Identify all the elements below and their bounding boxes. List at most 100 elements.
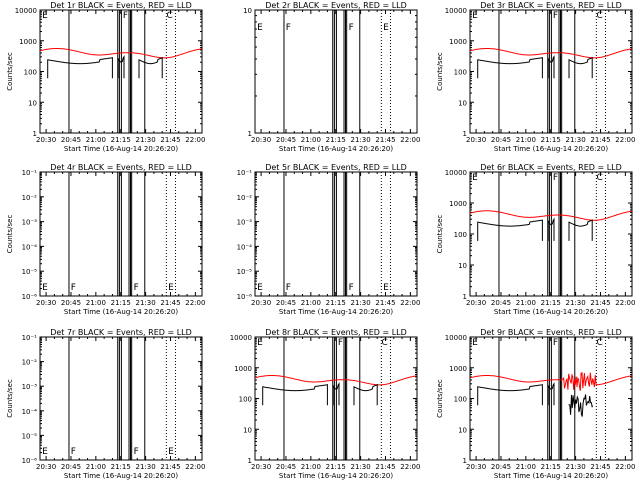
events-series-line [262,382,378,406]
x-tick-label: 21:00 [516,299,536,307]
x-tick-label: 21:45 [375,463,395,471]
x-tick-label: 22:00 [185,463,205,471]
x-tick-label: 20:45 [61,463,81,471]
panel-det-7: Det 7r BLACK = Events, RED = LLD 10⁻⁶ 10⁻⁵… [6,328,205,480]
panel-det-8: Det 8r BLACK = Events, RED = LLD 1 10 100 10… [230,328,421,480]
y-tick-label: 1 [463,457,467,465]
x-axis-label: Start Time (16-Aug-14 20:26:20) [279,308,393,316]
region-letter-f: F [553,173,558,183]
x-tick-label: 21:45 [590,463,610,471]
panel-det-4: Det 4r BLACK = Events, RED = LLD 10⁻⁶ 10⁻⁵… [6,163,205,316]
events-series-line [477,217,593,241]
x-axis-label: Start Time (16-Aug-14 20:26:20) [64,145,178,153]
region-letter-e: E [168,447,174,457]
x-axis-label: Start Time (16-Aug-14 20:26:20) [64,308,178,316]
y-tick-label: 10000 [230,334,252,342]
x-tick-label: 21:15 [326,299,346,307]
x-tick-label: 21:45 [375,136,395,144]
region-letter-c: C [167,11,173,21]
events-series-line [47,55,163,79]
x-tick-label: 21:30 [136,463,156,471]
x-tick-label: 20:30 [466,299,486,307]
y-axis-label: Counts/sec [436,215,444,254]
y-tick-label: 10000 [445,334,467,342]
y-tick-label: 1 [248,457,252,465]
y-tick-label: 10 [458,262,467,270]
panel-det-5: Det 5r BLACK = Events, RED = LLD 10⁻⁶ 10⁻⁵… [237,163,421,316]
y-tick-label: 100 [454,396,467,404]
region-letter-f: F [553,11,558,21]
x-tick-label: 20:45 [276,463,296,471]
region-letter-c: C [597,173,603,183]
x-tick-label: 21:30 [566,136,586,144]
region-letter-f: F [286,283,291,293]
y-tick-label: 10⁻² [22,359,38,367]
x-tick-label: 21:15 [541,299,561,307]
y-tick-label: 10 [243,426,252,434]
region-letter-f: F [71,283,76,293]
region-letter-f: F [338,338,343,348]
region-letter-f: F [134,283,139,293]
x-tick-label: 21:15 [541,463,561,471]
region-letter-c: C [597,338,603,348]
x-tick-label: 20:30 [36,136,56,144]
y-tick-label: 10000 [445,169,467,177]
x-tick-label: 20:45 [276,299,296,307]
region-letter-e: E [42,11,48,21]
y-tick-label: 10⁻² [237,194,253,202]
x-axis-label: Start Time (16-Aug-14 20:26:20) [64,472,178,480]
x-tick-label: 20:30 [251,299,271,307]
region-letter-e: E [257,23,263,33]
x-tick-label: 21:30 [351,463,371,471]
lld-series-line [39,48,202,59]
y-axis-label: Counts/sec [436,379,444,418]
y-tick-label: 1000 [449,365,467,373]
y-tick-label: 10⁻⁵ [237,268,253,276]
region-letter-f: F [553,338,558,348]
x-tick-label: 21:15 [326,136,346,144]
x-tick-label: 21:30 [136,136,156,144]
y-axis-label: Counts/sec [436,52,444,91]
y-tick-label: 10 [243,7,252,15]
region-letter-f: F [123,11,128,21]
y-tick-label: 100 [239,396,252,404]
x-tick-label: 21:15 [111,136,131,144]
x-tick-label: 20:45 [491,463,511,471]
y-tick-label: 10⁻⁶ [22,293,38,301]
panel-det-3: Det 3r BLACK = Events, RED = LLD 1 10 100 10… [436,1,635,153]
lld-series-line [469,210,632,221]
y-tick-label: 10⁻⁴ [22,243,38,251]
x-tick-label: 21:15 [111,463,131,471]
x-tick-label: 22:00 [185,136,205,144]
events-series-line [477,55,593,79]
x-tick-label: 21:45 [160,136,180,144]
y-tick-label: 10⁻³ [22,219,38,227]
y-tick-label: 10⁻⁶ [22,457,38,465]
y-tick-label: 1 [463,130,467,138]
lld-series-line [469,372,632,391]
region-letter-e: E [472,11,478,21]
region-letter-e: E [42,283,48,293]
y-tick-label: 10 [28,99,37,107]
x-tick-label: 21:45 [590,136,610,144]
panel-title: Det 9r BLACK = Events, RED = LLD [480,328,622,337]
x-tick-label: 21:00 [516,136,536,144]
x-tick-label: 21:30 [351,299,371,307]
x-tick-label: 22:00 [615,299,635,307]
panel-title: Det 6r BLACK = Events, RED = LLD [480,163,622,172]
region-letter-f: F [134,447,139,457]
y-tick-label: 10⁻⁵ [22,268,38,276]
x-axis-label: Start Time (16-Aug-14 20:26:20) [494,308,608,316]
x-tick-label: 20:45 [491,136,511,144]
region-letter-e: E [257,283,263,293]
x-axis-label: Start Time (16-Aug-14 20:26:20) [494,145,608,153]
x-tick-label: 20:45 [61,136,81,144]
region-letter-f: F [349,283,354,293]
panel-title: Det 4r BLACK = Events, RED = LLD [50,163,192,172]
panel-title: Det 1r BLACK = Events, RED = LLD [50,1,192,10]
y-tick-label: 10 [458,426,467,434]
y-tick-label: 1000 [234,365,252,373]
region-letter-f: F [349,23,354,33]
y-axis-label: Counts/sec [6,379,14,418]
